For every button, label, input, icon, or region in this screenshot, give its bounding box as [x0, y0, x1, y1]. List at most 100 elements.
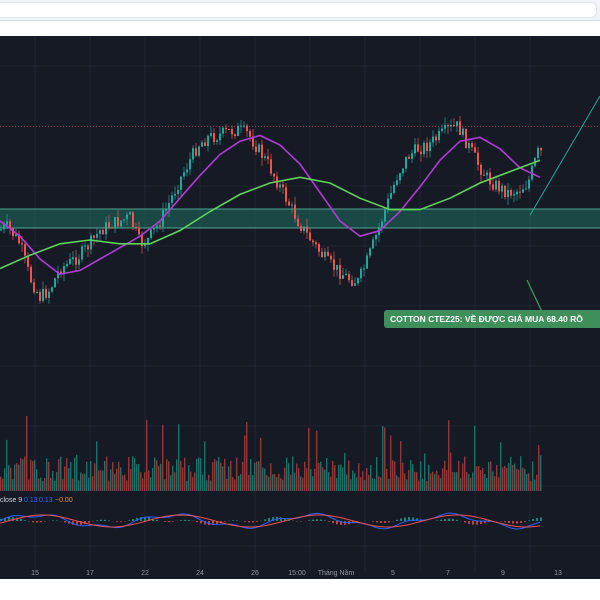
macd-histogram-bar [100, 519, 102, 521]
volume-bar [34, 459, 36, 491]
candle-body [72, 257, 74, 260]
volume-bar [418, 480, 420, 491]
address-bar[interactable] [0, 2, 597, 18]
volume-bars [0, 415, 542, 491]
candle-body [384, 210, 386, 222]
volume-bar [342, 467, 344, 491]
price-chart[interactable]: 15 17 22 24 26 15:00 Tháng Năm 5 7 9 13 COTTON CTE… [0, 36, 600, 579]
volume-bar [152, 468, 154, 491]
x-tick-label: 15 [31, 570, 39, 577]
candle-body [24, 244, 26, 256]
macd-histogram-bar [244, 521, 246, 522]
volume-bar [232, 477, 234, 491]
volume-bar [182, 467, 184, 491]
candle-body [435, 136, 437, 141]
volume-bar [14, 464, 16, 491]
chart-panel[interactable]: 15 17 22 24 26 15:00 Tháng Năm 5 7 9 13 COTTON CTE… [0, 36, 600, 579]
candle-body [285, 187, 287, 202]
volume-bar [252, 475, 254, 491]
macd-histogram-bar [168, 521, 170, 522]
volume-bar [174, 472, 176, 491]
volume-bar [244, 435, 246, 491]
macd-histogram-bar [72, 521, 74, 525]
volume-bar [278, 473, 280, 491]
macd-histogram-bar [468, 521, 470, 524]
macd-histogram-bar [264, 519, 266, 521]
volume-bar [282, 479, 284, 491]
volume-bar [526, 474, 528, 491]
volume-bar [390, 435, 392, 491]
volume-bar [76, 454, 78, 491]
x-tick-label: 9 [501, 570, 505, 577]
volume-bar [540, 455, 542, 491]
candle-body [504, 185, 506, 198]
candle-body [30, 266, 32, 283]
macd-histogram-bar [88, 521, 90, 523]
volume-bar [92, 476, 94, 491]
macd-histogram-bar [24, 520, 26, 521]
candle-body [66, 263, 68, 267]
candle-body [441, 128, 443, 131]
macd-histogram-bar [408, 517, 410, 521]
candle-body [45, 288, 47, 298]
volume-bar [128, 456, 130, 491]
volume-bar [68, 468, 70, 491]
volume-bar [364, 480, 366, 491]
candle-body [123, 219, 125, 221]
macd-histogram-bar [252, 521, 254, 523]
candle-body [450, 125, 452, 127]
candle-body [27, 255, 29, 267]
macd-histogram-bar [316, 519, 318, 521]
macd-histogram-bar [444, 518, 446, 521]
candle-body [357, 278, 359, 284]
volume-bar [434, 474, 436, 491]
macd-histogram-bar [184, 519, 186, 521]
volume-bar [428, 464, 430, 491]
macd-histogram-bar [472, 521, 474, 525]
candle-body [165, 209, 167, 211]
volume-bar [312, 476, 314, 491]
volume-bar [534, 479, 536, 491]
candle-body [330, 255, 332, 260]
volume-bar [112, 462, 114, 491]
volume-bar [520, 456, 522, 491]
candle-body [99, 230, 101, 234]
volume-bar [420, 461, 422, 491]
volume-bar [46, 458, 48, 491]
macd-histogram-bar [164, 521, 166, 522]
x-tick-label: 24 [196, 570, 204, 577]
candle-body [117, 217, 119, 227]
volume-bar [306, 468, 308, 491]
volume-bar [216, 460, 218, 491]
candle-body [339, 264, 341, 279]
macd-histogram-bar [396, 519, 398, 521]
candle-body [126, 214, 128, 220]
volume-bar [512, 464, 514, 491]
volume-bar [226, 478, 228, 491]
candle-body [474, 147, 476, 153]
volume-bar [10, 467, 12, 491]
macd-histogram-bar [452, 518, 454, 521]
volume-bar [358, 463, 360, 491]
candle-body [372, 239, 374, 249]
candle-body [327, 251, 329, 256]
candle-body [282, 184, 284, 188]
macd-histogram-bar [540, 517, 542, 521]
candle-body [177, 189, 179, 194]
candle-body [396, 180, 398, 185]
volume-bar [98, 470, 100, 491]
candle-body [192, 148, 194, 160]
volume-bar [160, 463, 162, 491]
volume-bar [440, 478, 442, 491]
volume-bar [240, 474, 242, 491]
volume-bar [84, 473, 86, 491]
volume-bar [120, 467, 122, 491]
macd-histogram-bar [128, 520, 130, 521]
volume-bar [40, 477, 42, 491]
candle-body [405, 156, 407, 169]
macd-histogram-bar [484, 521, 486, 524]
macd-histogram-bar [404, 517, 406, 521]
macd-histogram-bar [156, 519, 158, 521]
macd-histogram-bar [524, 521, 526, 522]
volume-bar [508, 462, 510, 491]
